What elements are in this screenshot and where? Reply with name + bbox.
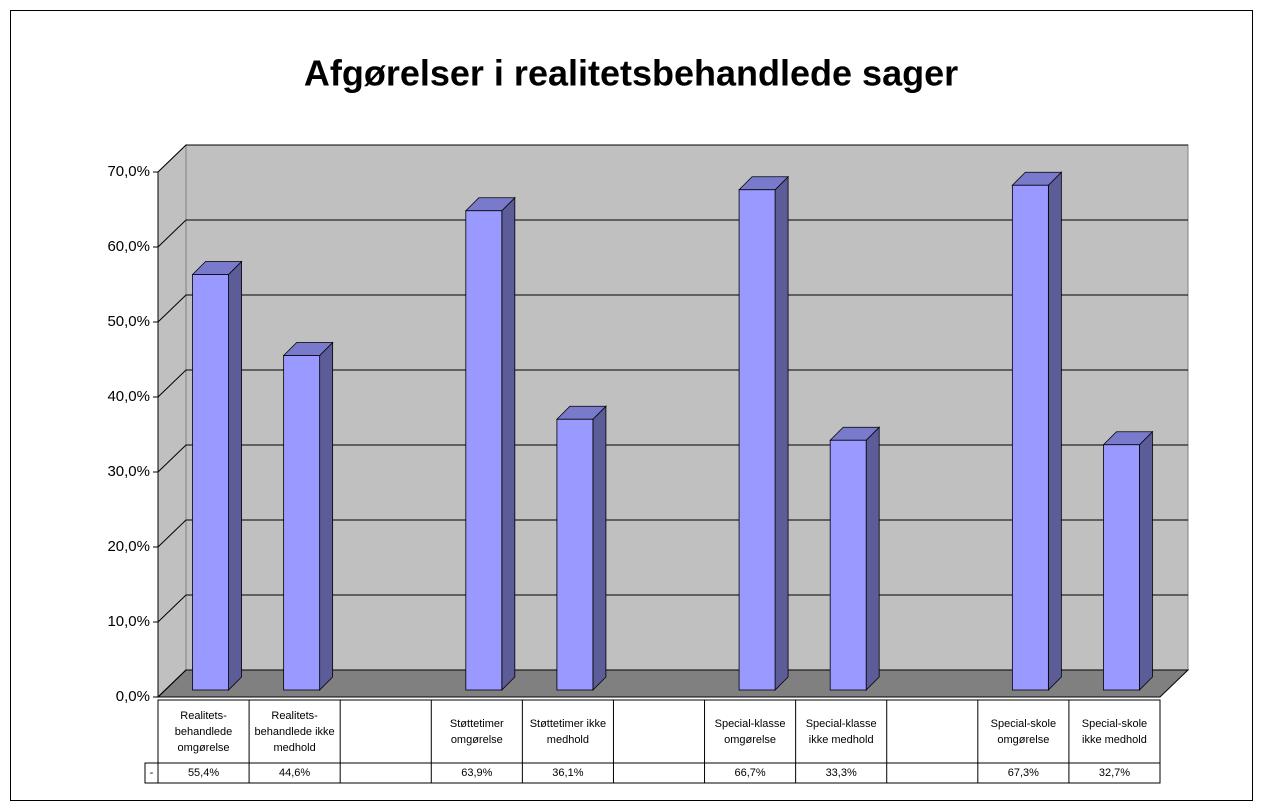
side-wall [157, 143, 187, 699]
y-tick-label: 10,0% [107, 613, 150, 630]
grid-line [157, 144, 1188, 173]
x-tick-label: Special-skole omgørelse [990, 717, 1057, 746]
grid-line [157, 294, 1188, 323]
data-label: 32,7% [1098, 767, 1131, 779]
legend-cell [144, 762, 159, 784]
bar [465, 210, 503, 691]
data-label: 66,7% [734, 767, 766, 779]
bar-side [501, 196, 516, 691]
bar [556, 418, 594, 691]
bar-side [865, 426, 880, 691]
bar-side [1139, 430, 1153, 691]
bar [738, 189, 776, 691]
y-tick-label: 0,0% [116, 688, 150, 705]
y-tick-label: 20,0% [107, 538, 150, 555]
x-tick-label: Realitets-behandlede ikke medhold [254, 709, 335, 754]
bar-side [774, 175, 789, 691]
bar [1011, 184, 1049, 691]
bar [1103, 444, 1140, 691]
data-label: 55,4% [187, 767, 220, 779]
x-tick-label: Realitets-behandlede omgørelse [174, 709, 233, 754]
data-table [157, 699, 1161, 784]
y-tick-label: 40,0% [107, 388, 150, 405]
bar [829, 439, 867, 691]
y-tick-label: 60,0% [107, 238, 150, 255]
grid-line [157, 369, 1188, 398]
y-tick-label: 70,0% [107, 163, 150, 180]
x-tick-label: Støttetimer omgørelse [449, 717, 504, 746]
bar-side [1047, 171, 1062, 691]
bar [283, 355, 321, 691]
x-tick-label: Special-klasse ikke medhold [805, 717, 877, 746]
chart-title: Afgørelser i realitetsbehandlede sager [304, 53, 958, 94]
x-tick-label: Special-klasse omgørelse [714, 717, 786, 746]
y-tick-label: 50,0% [107, 313, 150, 330]
data-label: 33,3% [825, 767, 857, 779]
data-label: 63,9% [461, 767, 493, 779]
data-label: 44,6% [279, 767, 311, 779]
data-label: 36,1% [552, 767, 584, 779]
data-label: 67,3% [1007, 767, 1039, 779]
x-tick-label: Støttetimer ikke medhold [529, 717, 607, 746]
bar-side [592, 405, 607, 691]
grid-line [157, 219, 1188, 248]
legend-label: - [149, 767, 154, 779]
x-tick-label: Special-skole ikke medhold [1081, 717, 1148, 746]
bar-side [319, 341, 334, 691]
bar [192, 274, 229, 691]
y-tick-label: 30,0% [107, 463, 150, 480]
bar-side [228, 260, 242, 691]
